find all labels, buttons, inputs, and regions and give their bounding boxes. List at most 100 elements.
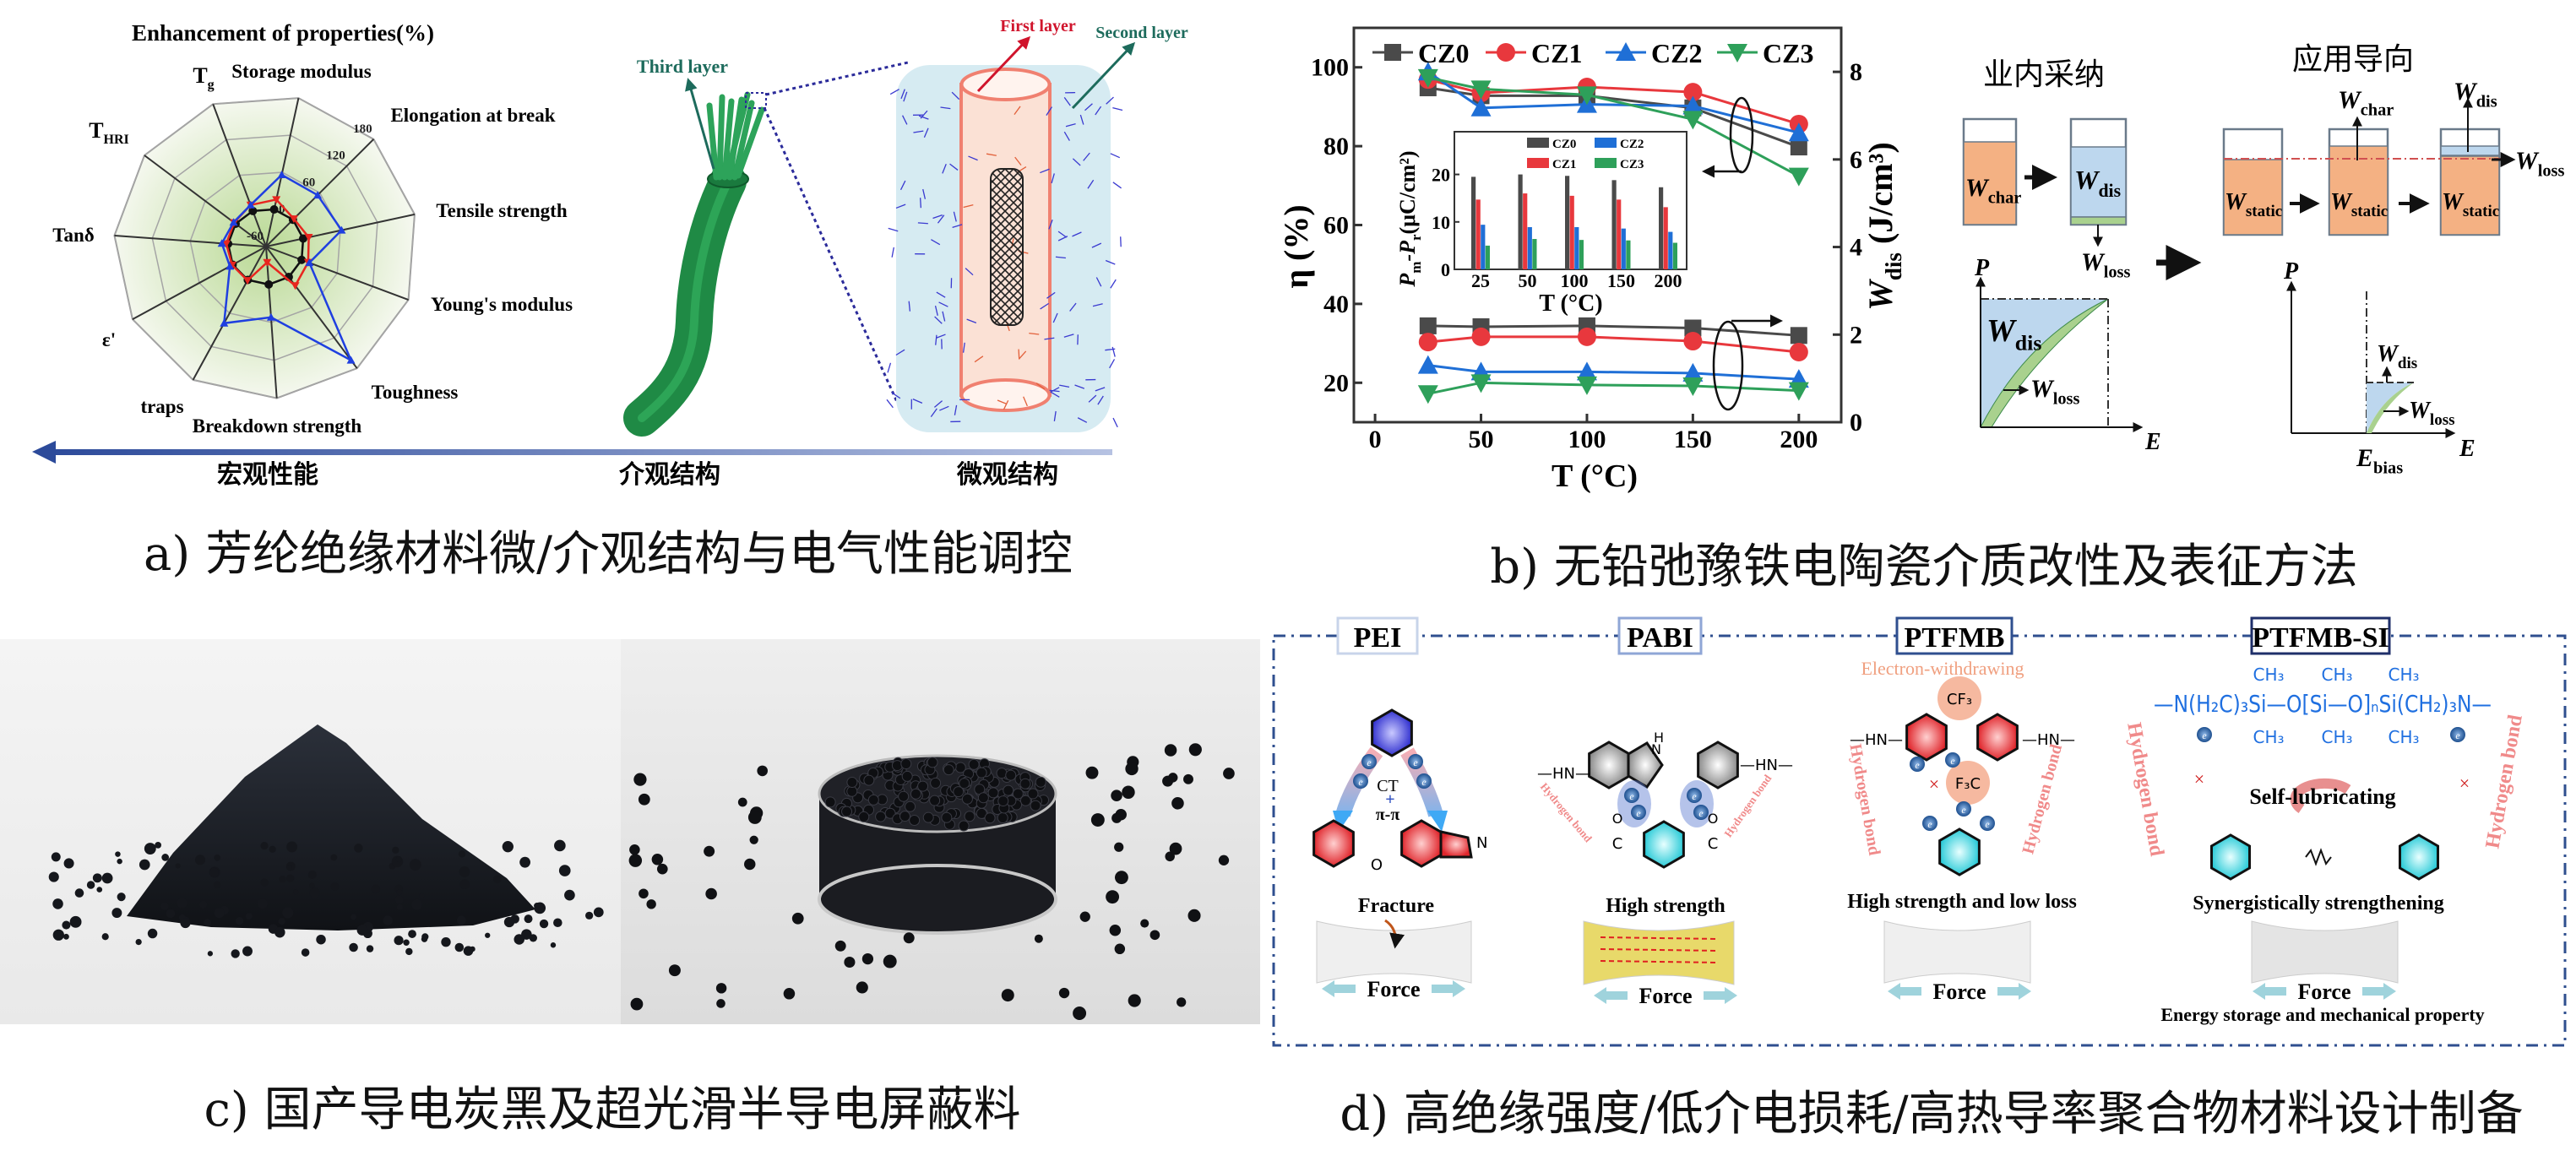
benzene-ring: [1976, 713, 2019, 762]
loss-fill: [2070, 216, 2127, 225]
marker-triangle-up: [1788, 122, 1809, 142]
molecule-stroke: [997, 399, 1008, 405]
oxygen-label: O: [1371, 856, 1383, 874]
subscript: dis: [2476, 92, 2497, 111]
carbon-nanotube: [990, 168, 1024, 326]
inset-x-tick-label: 100: [1561, 270, 1589, 291]
radar-point: [346, 355, 356, 364]
electron-label: e: [1961, 804, 1966, 816]
scattered-bead: [844, 956, 856, 969]
benzene-ring: [1371, 708, 1413, 757]
w-dis-area: [1981, 299, 2108, 427]
electron-label: e: [1950, 755, 1955, 767]
fiber-highlight: [638, 177, 732, 422]
fiber-illustration: Third layer First layer Second layer: [623, 17, 1188, 437]
hn-label: —HN—: [2022, 731, 2075, 749]
electron-icon: [1353, 773, 1368, 789]
radar-point: [221, 240, 231, 248]
molecule-stroke: [1069, 302, 1077, 312]
carbon-granule: [214, 908, 225, 919]
inset-bar: [1621, 228, 1626, 269]
scattered-bead: [1125, 762, 1139, 776]
electron-label: e: [1629, 790, 1634, 802]
second-layer-label: Second layer: [1095, 24, 1188, 42]
inset-x-tick-label: 50: [1519, 270, 1537, 291]
radar-chart: -60 0 60 120 180 Tg Storage modulus Elongation …: [52, 61, 573, 437]
carbon-granule: [231, 949, 240, 958]
electron-icon: [2450, 727, 2465, 742]
molecule-stroke: [938, 301, 948, 307]
w-static-label: Wstatic: [2330, 189, 2388, 220]
w-char-label: Wchar: [2338, 86, 2394, 119]
marker-triangle-down: [1470, 80, 1492, 100]
electron-label: e: [1421, 776, 1427, 788]
molecule-stroke: [954, 404, 958, 415]
inset-bar: [1485, 245, 1490, 269]
inset-x-axis-label: T (°C): [1539, 290, 1602, 317]
carbon-granule: [51, 852, 61, 862]
molecule-stroke: [1097, 395, 1104, 405]
first-layer-label: First layer: [1000, 17, 1076, 35]
benzene-ring: [2398, 833, 2440, 881]
molecule-stroke: [1112, 417, 1118, 428]
electron-icon: [1624, 788, 1639, 803]
force-arrow-right: [1704, 987, 1737, 1004]
pi-pi-label: π-π: [1376, 806, 1400, 824]
symbol: W: [1986, 313, 2018, 349]
inset-bar: [1569, 195, 1574, 269]
scattered-bead: [651, 854, 664, 865]
caption-a: a) 芳纶绝缘材料微/介观结构与电气性能调控: [144, 527, 1073, 582]
hydrogen-bond-label: Hydrogen bond: [1538, 780, 1595, 845]
radar-axis-label: Storage modulus: [231, 61, 372, 82]
inset-bar: [1611, 180, 1617, 269]
molecule-stroke: [942, 311, 946, 322]
carbon-granule: [269, 845, 276, 853]
carbon-granule: [286, 841, 298, 853]
carbon-granule: [394, 936, 404, 946]
carbon-granule: [257, 898, 268, 909]
radar-spoke: [265, 246, 358, 369]
bead-in-dish: [841, 806, 853, 817]
carbon-granule: [459, 865, 470, 877]
scattered-bead: [628, 854, 643, 867]
carbon-granule: [161, 854, 170, 861]
molecule-stroke: [1059, 384, 1070, 388]
cylinder-bottom: [959, 378, 1052, 412]
scattered-bead: [1090, 813, 1105, 827]
molecule-stroke: [1050, 391, 1060, 398]
symbol: W: [2030, 375, 2055, 403]
carbon-granule: [383, 915, 393, 925]
bead-in-dish: [927, 757, 938, 768]
subscript: r: [1408, 234, 1424, 241]
inset-y-tick-label: 0: [1441, 259, 1450, 280]
hydrogen-bond-label: Hydrogen bond: [2122, 721, 2168, 859]
inset-legend-swatch: [1527, 138, 1549, 148]
bead-in-dish: [984, 812, 996, 824]
molecule-stroke: [1019, 350, 1027, 360]
scattered-bead: [1122, 785, 1135, 799]
inset-bar: [1617, 199, 1622, 269]
carbon-granule: [147, 928, 158, 939]
meso-structure-label: 介观结构: [618, 460, 720, 490]
radar-tick-label: 120: [326, 149, 345, 163]
radar-point: [337, 225, 346, 234]
bead-in-dish: [953, 786, 965, 798]
w-dis-label: Wdis: [2074, 165, 2121, 201]
zoom-line: [763, 107, 899, 404]
molecule-stroke: [939, 405, 949, 411]
subscript: static: [2246, 203, 2282, 220]
scattered-bead: [903, 932, 915, 944]
molecule-stroke: [936, 334, 946, 339]
bead-in-dish: [977, 792, 989, 804]
scattered-bead: [1034, 934, 1043, 943]
carbon-granule: [409, 859, 421, 871]
radar-tick-label: 180: [353, 122, 372, 136]
carbon-granule: [356, 925, 368, 936]
carbon-granule: [69, 915, 82, 928]
carbon-granule: [117, 858, 122, 865]
header-box: [2250, 616, 2391, 655]
molecule-stroke: [966, 318, 977, 324]
bead-in-dish: [929, 795, 941, 806]
electron-label: e: [1698, 807, 1704, 819]
